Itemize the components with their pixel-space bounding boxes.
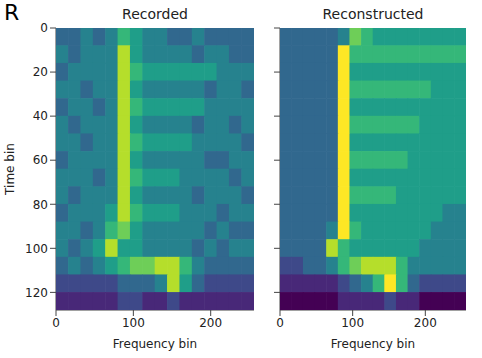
svg-text:0: 0 <box>52 316 60 330</box>
html-text:Reconstructed: Reconstructed <box>322 6 424 22</box>
svg-text:100: 100 <box>341 316 364 330</box>
svg-text:200: 200 <box>414 316 437 330</box>
svg-text:20: 20 <box>33 65 48 79</box>
svg-text:Frequency bin: Frequency bin <box>113 337 197 351</box>
svg-text:0: 0 <box>40 21 48 35</box>
svg-text:0: 0 <box>276 316 284 330</box>
svg-text:80: 80 <box>33 198 48 212</box>
svg-text:200: 200 <box>199 316 222 330</box>
svg-text:Time bin: Time bin <box>3 143 17 196</box>
svg-text:100: 100 <box>122 316 145 330</box>
svg-text:Frequency bin: Frequency bin <box>331 337 415 351</box>
svg-text:60: 60 <box>33 153 48 167</box>
svg-text:40: 40 <box>33 109 48 123</box>
svg-text:120: 120 <box>25 286 48 300</box>
html-text:R: R <box>4 0 20 25</box>
html-text:Recorded: Recorded <box>122 6 188 22</box>
svg-text:100: 100 <box>25 242 48 256</box>
